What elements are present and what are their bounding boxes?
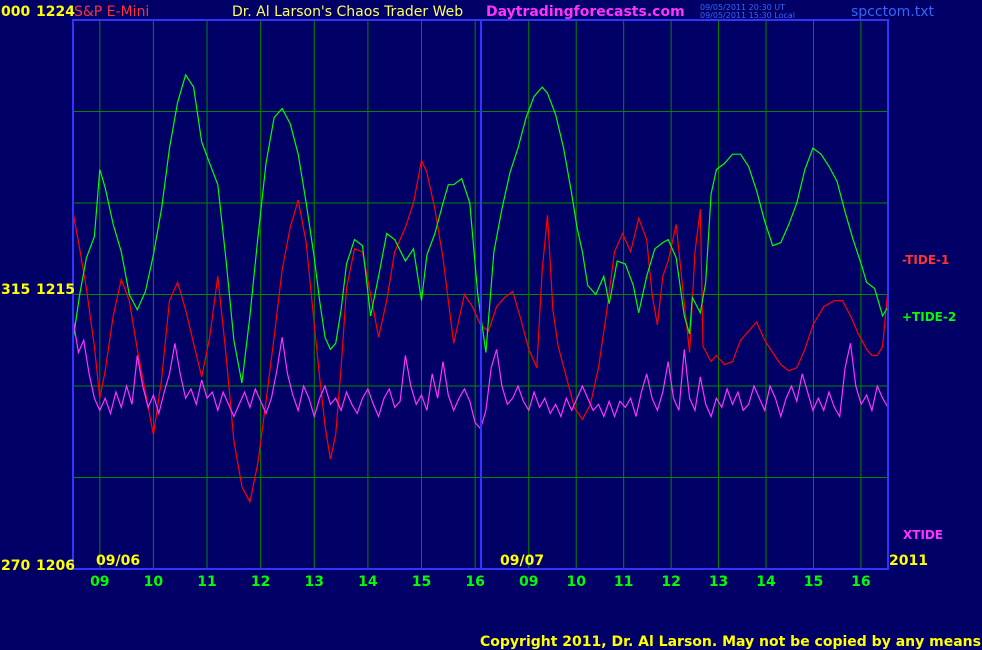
legend-tide1: -TIDE-1 [902, 253, 949, 267]
price-top: 1224 [36, 4, 75, 20]
year-label: 2011 [889, 553, 928, 569]
file-label: spcctom.txt [851, 4, 934, 20]
date-label-1: 09/06 [96, 553, 140, 569]
x-tick-label: 13 [305, 574, 324, 590]
left-scale-bottom-code: 270 [1, 558, 30, 574]
x-tick-label: 09 [519, 574, 538, 590]
x-tick-label: 15 [804, 574, 823, 590]
date-label-2: 09/07 [500, 553, 544, 569]
x-tick-labels: 09 10 11 12 13 14 15 16 09 10 11 12 13 14 15 16 [90, 574, 871, 590]
symbol-label: S&P E-Mini [74, 4, 149, 20]
x-tick-label: 16 [851, 574, 870, 590]
x-tick-label: 12 [251, 574, 270, 590]
left-scale-mid-price: 1215 [36, 282, 75, 298]
site-label: Daytradingforecasts.com [486, 4, 685, 20]
x-tick-label: 12 [661, 574, 680, 590]
left-scale-bottom-price: 1206 [36, 558, 75, 574]
x-tick-label: 14 [756, 574, 776, 590]
chart-title: Dr. Al Larson's Chaos Trader Web [232, 4, 463, 20]
local-stamp: 09/05/2011 15:30 Local [700, 11, 795, 20]
x-tick-label: 16 [465, 574, 484, 590]
x-tick-label: 13 [709, 574, 728, 590]
x-tick-label: 10 [566, 574, 586, 590]
left-scale-mid-code: 315 [1, 282, 30, 298]
series-tide-1 [72, 158, 889, 504]
ut-stamp: 09/05/2011 20:30 UT [700, 3, 785, 12]
x-tick-label: 09 [90, 574, 109, 590]
legend-xtide: XTIDE [903, 528, 943, 542]
copyright-text: Copyright 2011, Dr. Al Larson. May not b… [480, 634, 982, 650]
legend-tide2: +TIDE-2 [902, 310, 956, 324]
x-tick-label: 10 [144, 574, 164, 590]
x-tick-label: 14 [358, 574, 378, 590]
x-tick-label: 15 [412, 574, 431, 590]
x-tick-label: 11 [197, 574, 216, 590]
x-tick-label: 11 [614, 574, 633, 590]
left-scale-top: 000 [1, 4, 30, 20]
